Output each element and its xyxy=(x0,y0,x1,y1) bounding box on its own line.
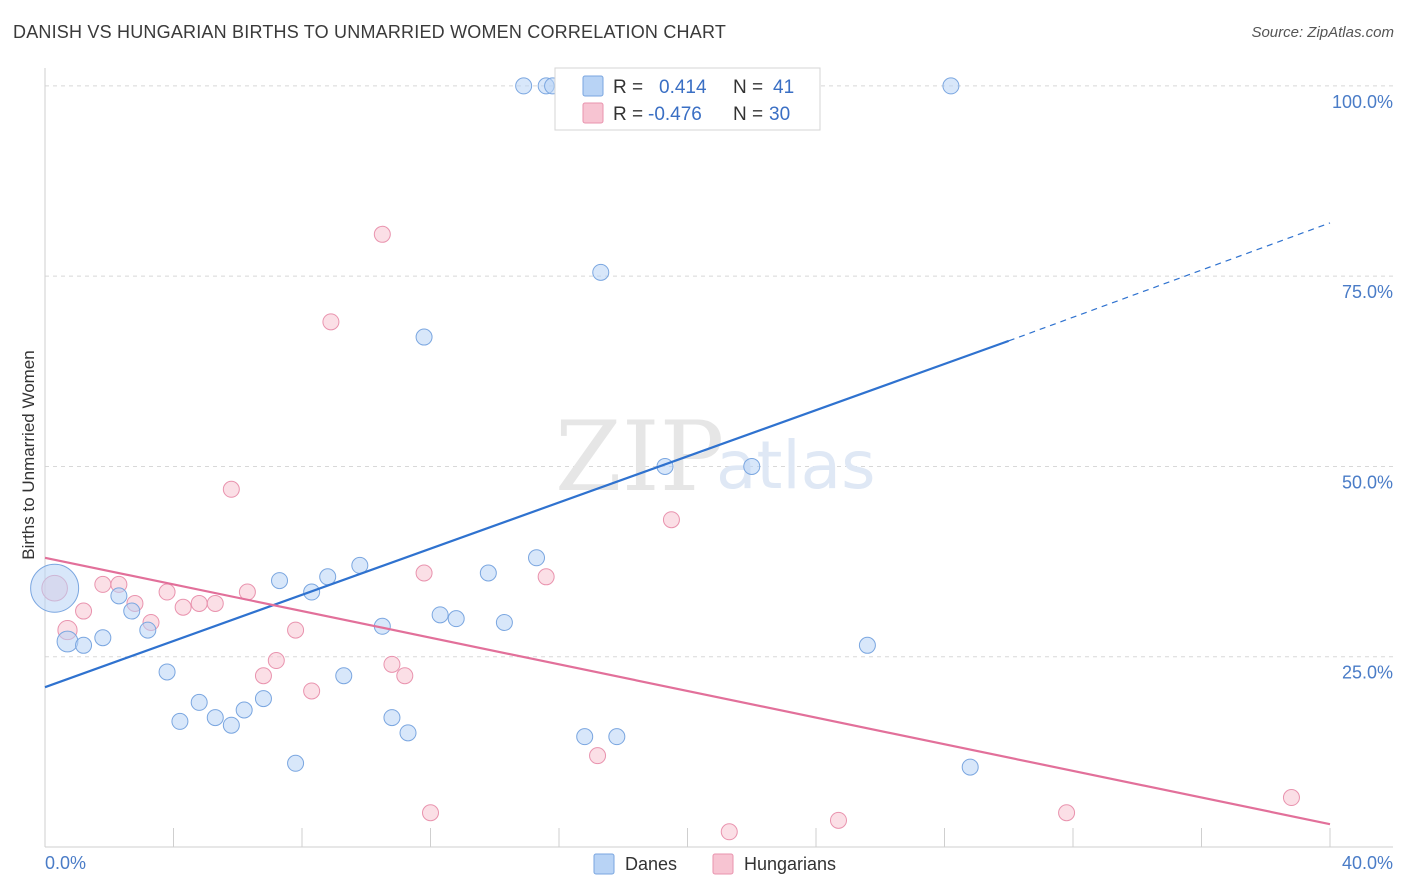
hungarian-point-10[interactable] xyxy=(206,594,224,612)
chart-title: DANISH VS HUNGARIAN BIRTHS TO UNMARRIED … xyxy=(13,22,727,42)
hungarian-point-23[interactable] xyxy=(537,568,555,586)
dane-point-32[interactable] xyxy=(576,728,594,746)
hungarian-point-20[interactable] xyxy=(396,667,414,685)
danes-r-value: 0.414 xyxy=(659,77,707,98)
dane-point-6[interactable] xyxy=(139,621,157,639)
axes xyxy=(44,68,1393,848)
hungarian-point-22[interactable] xyxy=(422,804,439,822)
dane-point-12[interactable] xyxy=(235,701,253,719)
watermark-zip: ZIP xyxy=(555,401,724,513)
hungarian-point-13[interactable] xyxy=(254,667,272,685)
hungarian-point-3[interactable] xyxy=(94,575,112,593)
hungarians-n-value: 30 xyxy=(769,104,790,125)
hungarian-point-24[interactable] xyxy=(589,747,607,765)
y-tick-75: 75.0% xyxy=(1342,282,1393,302)
trend-lines xyxy=(44,222,1331,826)
hungarian-point-17[interactable] xyxy=(322,313,340,331)
dane-point-18[interactable] xyxy=(335,667,353,685)
danes-n-value: 41 xyxy=(773,77,794,98)
dane-point-33[interactable] xyxy=(592,263,610,281)
dane-point-0[interactable] xyxy=(30,563,80,613)
hungarian-point-14[interactable] xyxy=(267,652,285,670)
dane-point-9[interactable] xyxy=(190,693,208,711)
hungarian-point-28[interactable] xyxy=(1058,804,1076,822)
dane-point-26[interactable] xyxy=(479,564,497,582)
hungarians-swatch xyxy=(582,102,604,124)
y-tick-100: 100.0% xyxy=(1332,92,1393,112)
dane-point-40[interactable] xyxy=(961,758,979,776)
danes-trend-extension xyxy=(1008,222,1331,342)
danes-swatch xyxy=(582,75,604,97)
dane-point-8[interactable] xyxy=(171,712,189,730)
dane-point-23[interactable] xyxy=(415,328,433,346)
y-tick-50: 50.0% xyxy=(1342,472,1393,492)
x-tick-min: 0.0% xyxy=(45,853,86,873)
dane-point-27[interactable] xyxy=(495,613,513,631)
y-tick-25: 25.0% xyxy=(1342,663,1393,683)
dane-point-39[interactable] xyxy=(942,77,960,95)
dane-point-14[interactable] xyxy=(271,572,289,590)
legend-danes-label[interactable]: Danes xyxy=(625,854,677,874)
hungarian-point-7[interactable] xyxy=(158,583,176,601)
source-label: Source: ZipAtlas.com xyxy=(1251,24,1394,41)
danes-n-label: N = xyxy=(733,77,763,98)
hungarian-point-15[interactable] xyxy=(287,621,305,639)
dane-point-25[interactable] xyxy=(447,610,465,628)
dane-point-5[interactable] xyxy=(123,602,141,620)
hungarian-point-9[interactable] xyxy=(190,594,208,612)
hungarian-point-11[interactable] xyxy=(222,480,240,498)
dane-point-4[interactable] xyxy=(110,587,128,605)
legend-hungarians-swatch[interactable] xyxy=(712,853,734,875)
dane-point-28[interactable] xyxy=(528,549,546,567)
dane-point-10[interactable] xyxy=(206,709,224,727)
dane-point-34[interactable] xyxy=(608,728,626,746)
hungarian-point-26[interactable] xyxy=(720,823,738,841)
hungarians-trend-line xyxy=(44,556,1331,826)
dane-point-2[interactable] xyxy=(75,636,93,654)
y-axis-label: Births to Unmarried Women xyxy=(19,350,38,559)
dane-point-15[interactable] xyxy=(287,754,305,772)
hungarian-point-29[interactable] xyxy=(1282,789,1300,807)
dane-point-29[interactable] xyxy=(515,77,533,95)
stats-legend: R = 0.414 N = 41 R = -0.476 N = 30 xyxy=(554,67,821,131)
hungarian-point-18[interactable] xyxy=(373,225,391,243)
hungarians-r-value: -0.476 xyxy=(648,104,702,125)
hungarian-point-19[interactable] xyxy=(383,655,401,673)
series-legend: Danes Hungarians xyxy=(593,853,836,875)
danes-trend-line xyxy=(44,339,1010,689)
dane-point-11[interactable] xyxy=(222,716,240,734)
gridlines xyxy=(45,85,1393,658)
hungarian-point-8[interactable] xyxy=(174,598,192,616)
dane-point-22[interactable] xyxy=(399,724,417,742)
dane-point-3[interactable] xyxy=(94,629,112,647)
hungarians-r-label: R = xyxy=(613,104,643,125)
x-tick-max: 40.0% xyxy=(1342,853,1393,873)
legend-danes-swatch[interactable] xyxy=(593,853,615,875)
dane-point-21[interactable] xyxy=(383,709,401,727)
danes-r-label: R = xyxy=(613,77,643,98)
dane-point-1[interactable] xyxy=(56,630,79,653)
dane-point-13[interactable] xyxy=(254,690,272,708)
hungarian-point-27[interactable] xyxy=(829,811,847,829)
y-tick-labels: 25.0% 50.0% 75.0% 100.0% xyxy=(1332,92,1393,683)
hungarian-point-21[interactable] xyxy=(415,564,433,582)
dane-point-24[interactable] xyxy=(431,606,449,624)
hungarian-point-2[interactable] xyxy=(75,602,93,620)
dane-point-37[interactable] xyxy=(743,457,761,475)
hungarian-point-25[interactable] xyxy=(662,511,680,529)
watermark-atlas: atlas xyxy=(716,427,876,504)
hungarians-n-label: N = xyxy=(733,104,763,125)
legend-hungarians-label[interactable]: Hungarians xyxy=(744,854,836,874)
data-points xyxy=(30,77,1300,841)
dane-point-38[interactable] xyxy=(858,636,876,654)
hungarian-point-16[interactable] xyxy=(303,682,321,700)
dane-point-7[interactable] xyxy=(158,663,176,681)
